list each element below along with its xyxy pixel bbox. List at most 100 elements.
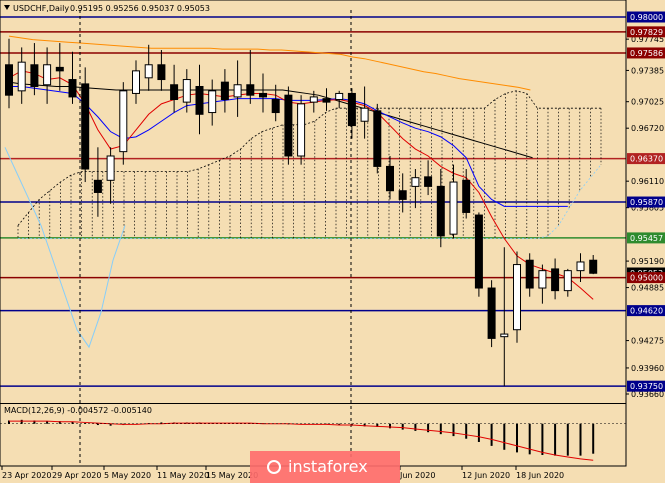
candle — [462, 169, 471, 219]
price-tick-label: 0.97745 — [631, 35, 664, 44]
price-badge-label: 0.97829 — [630, 28, 663, 37]
candle-body-bearish — [487, 287, 496, 339]
candle — [17, 47, 26, 104]
candle — [538, 264, 547, 304]
candle-body-bullish — [513, 264, 521, 331]
candle-body-bullish — [106, 155, 115, 181]
candle-body-bearish — [259, 92, 267, 98]
candle-body-bearish — [551, 268, 560, 292]
candle-body-bullish — [500, 333, 509, 338]
candle-body-bearish — [462, 179, 471, 213]
candle-body-bullish — [208, 90, 217, 114]
chart-header: USDCHF,Daily 0.95195 0.95256 0.95037 0.9… — [4, 4, 210, 13]
candle — [398, 173, 407, 213]
time-tick-label: 12 Jun 2020 — [462, 471, 510, 480]
candle — [144, 44, 153, 91]
price-tick-label: 0.93960 — [631, 364, 664, 373]
candle — [208, 79, 217, 126]
candle-body-bullish — [449, 181, 458, 235]
candle — [170, 64, 179, 113]
watermark-text: instaforex — [288, 457, 368, 476]
candle — [347, 88, 356, 139]
price-tick-label: 0.94885 — [631, 284, 664, 293]
candle-body-bullish — [576, 261, 585, 272]
candle-body-bearish — [68, 79, 77, 98]
candle — [551, 258, 560, 300]
candle — [322, 88, 331, 111]
price-tick-label: 0.93660 — [631, 390, 664, 399]
price-tick-label: 0.97025 — [631, 98, 664, 107]
price-tick-label: 0.95805 — [631, 204, 664, 213]
time-tick-label: 11 May 2020 — [157, 471, 209, 480]
candle — [5, 38, 13, 109]
price-tick-label: 0.97385 — [631, 66, 664, 75]
candle-body-bullish — [119, 90, 128, 153]
candle — [246, 50, 255, 104]
candle-body-bullish — [297, 103, 306, 157]
time-tick-label: 5 May 2020 — [104, 471, 151, 480]
candle-body-bearish — [284, 94, 293, 157]
candle — [411, 169, 420, 209]
price-badge — [627, 153, 665, 165]
time-tick-label: 18 Jun 2020 — [516, 471, 564, 480]
candle-body-bearish — [271, 99, 280, 114]
symbol-label: USDCHF,Daily — [13, 4, 69, 13]
candle-body-bullish — [538, 270, 547, 289]
collapse-triangle-icon[interactable] — [4, 5, 10, 10]
ma-black-line — [8, 81, 533, 159]
ohlc-label: 0.95195 0.95256 0.95037 0.95053 — [70, 4, 210, 13]
candle — [106, 147, 115, 204]
candle — [449, 164, 458, 239]
candle-body-bearish — [386, 165, 394, 192]
candle — [474, 212, 483, 297]
candle-body-bearish — [246, 84, 255, 96]
candle — [386, 155, 394, 200]
candle — [487, 280, 496, 348]
candlesticks — [5, 38, 598, 387]
price-badge-label: 0.95870 — [630, 198, 663, 207]
time-axis: 23 Apr 2020 29 Apr 2020 5 May 2020 11 May 2… — [1, 466, 564, 480]
candle — [373, 103, 382, 174]
time-tick-label: 15 May 2020 — [206, 471, 258, 480]
price-badge-label: 0.98000 — [630, 13, 663, 22]
candle — [297, 95, 306, 165]
candle — [500, 247, 509, 387]
candle — [233, 60, 242, 117]
candle-body-bearish — [55, 66, 64, 72]
candle — [157, 50, 166, 91]
candle-body-bearish — [474, 214, 483, 289]
candle — [436, 169, 445, 248]
price-tick-label: 0.96110 — [631, 177, 664, 186]
candle — [424, 160, 433, 196]
candle-body-bullish — [144, 64, 153, 79]
price-badge-label: 0.95457 — [630, 234, 663, 243]
price-badge — [627, 11, 665, 23]
candle-body-bearish — [436, 185, 445, 237]
candle-body-bullish — [335, 92, 344, 101]
candle — [513, 251, 521, 343]
candle — [589, 255, 598, 275]
candle-body-bullish — [132, 70, 140, 94]
candle-body-bearish — [5, 64, 13, 96]
time-tick-label: Jun 2020 — [399, 471, 435, 480]
candle — [271, 84, 280, 122]
candle — [68, 51, 77, 104]
candle-body-bullish — [360, 107, 369, 122]
candle — [55, 43, 64, 91]
candle-body-bearish — [373, 110, 382, 167]
candle — [284, 86, 293, 165]
candle — [360, 86, 369, 139]
candle-body-bullish — [43, 64, 52, 86]
candle — [132, 60, 140, 104]
candle-body-bullish — [182, 79, 191, 103]
instaforex-watermark: instaforex — [250, 451, 400, 483]
price-badge-label: 0.94620 — [630, 307, 663, 316]
candle — [195, 64, 204, 135]
candle-body-bearish — [93, 179, 102, 193]
candle-body-bullish — [309, 96, 318, 103]
price-badges: 0.98000 0.97829 0.97586 0.96370 0.95870 0.954… — [627, 11, 665, 392]
candle-body-bullish — [17, 61, 26, 92]
